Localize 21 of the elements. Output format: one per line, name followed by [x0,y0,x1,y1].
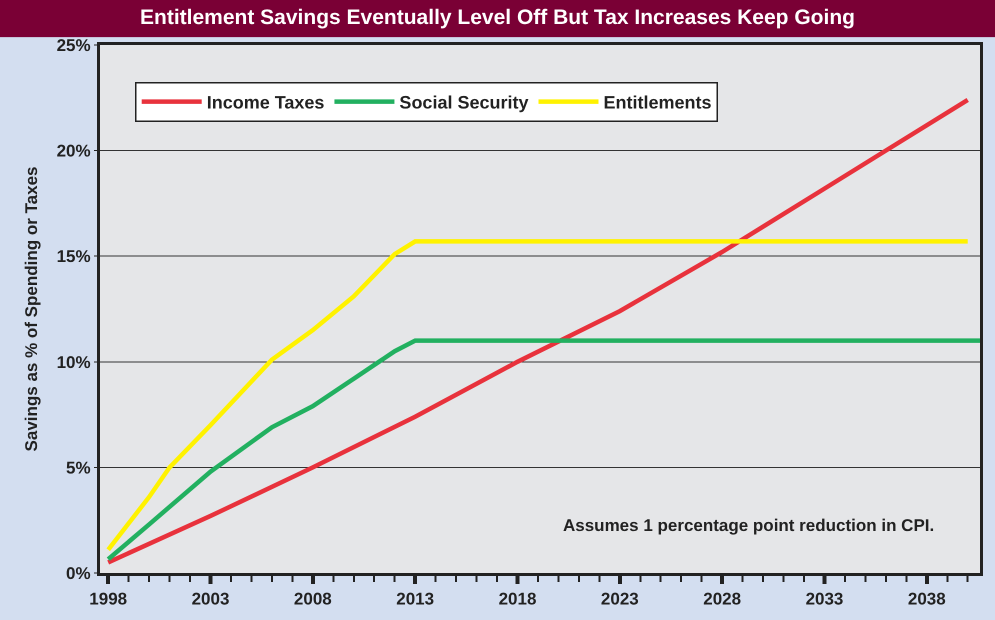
x-tick-label: 2013 [396,589,434,608]
legend-label: Income Taxes [206,92,324,113]
x-tick-label: 2008 [294,589,332,608]
y-tick-label: 10% [56,352,91,372]
y-tick-label: 20% [56,142,91,161]
x-tick-label: 1998 [89,589,128,608]
y-tick-label: 25% [56,36,91,55]
y-tick-label: 0% [66,564,91,583]
x-tick-label: 2018 [498,589,536,608]
x-tick-label: 2033 [806,589,844,608]
x-tick-label: 2038 [908,589,946,608]
x-tick-label: 2028 [703,589,742,608]
legend-label: Entitlements [603,92,712,113]
x-tick-label: 2003 [192,589,230,608]
annotation: Assumes 1 percentage point reduction in CPI. [563,516,934,535]
x-tick-label: 2023 [600,589,639,608]
y-tick-label: 5% [66,458,91,478]
y-axis-title: Savings as % of Spending or Taxes [22,166,42,452]
y-tick-label: 15% [56,247,91,266]
chart-title: Entitlement Savings Eventually Level Off But Tax Increases Keep Going [140,6,855,29]
legend-label: Social Security [399,92,528,113]
